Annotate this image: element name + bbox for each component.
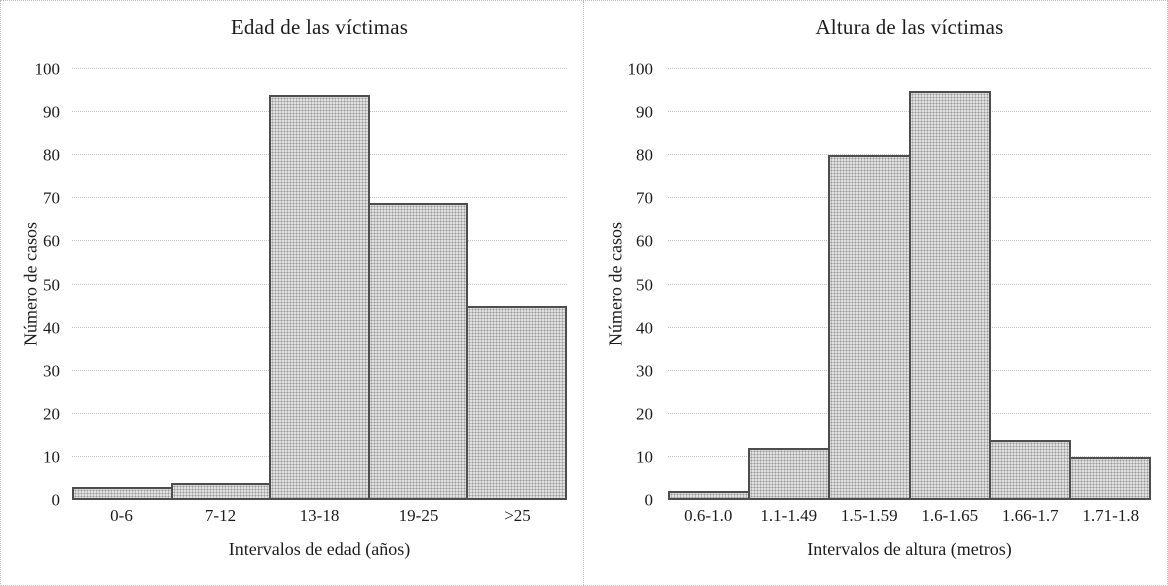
y-tick-label: 10 [636,447,653,467]
y-tick-label: 70 [43,188,60,208]
x-axis-tick-labels: 0.6-1.0 1.1-1.49 1.5-1.59 1.6-1.65 1.66-1.7 1… [668,506,1151,526]
y-tick-label: 90 [636,102,653,122]
y-tick-label: 30 [636,361,653,381]
x-tick-label: 13-18 [299,506,340,525]
y-tick-label: 100 [34,59,61,79]
chart-title: Edad de las víctimas [230,15,409,39]
y-tick-label: 80 [43,145,60,165]
y-tick-label: 70 [636,188,653,208]
y-tick-label: 20 [636,404,653,424]
x-tick-label: 19-25 [398,506,439,525]
x-axis-title: Intervalos de edad (años) [228,539,411,559]
bar-1.6-1.65 [908,90,991,500]
bar-19-25 [367,202,469,500]
y-tick-label: 0 [51,490,61,510]
x-axis-title: Intervalos de altura (metros) [807,539,1012,559]
chart-panel-altura: Altura de las víctimas Número de casos 0… [584,1,1167,585]
bars [72,69,567,500]
bar-1.66-1.7 [988,439,1071,500]
bar-1.5-1.59 [828,155,911,500]
plot-area [72,68,567,500]
x-tick-label: 1.5-1.59 [840,506,898,525]
y-tick-label: 20 [43,404,60,424]
y-tick-label: 60 [43,231,60,251]
x-tick-label: 0.6-1.0 [684,506,733,525]
y-tick-label: 50 [43,275,60,294]
y-tick-label: 50 [636,275,653,294]
x-tick-label: 0-6 [110,506,133,525]
y-tick-label: 0 [644,490,654,510]
x-tick-label: 1.71-1.8 [1082,506,1140,525]
y-tick-label: 80 [636,145,653,165]
bar-0-6 [72,487,173,500]
bar-1.71-1.8 [1068,456,1152,500]
x-tick-label: 1.1-1.49 [760,506,818,525]
y-tick-label: 60 [636,231,653,251]
x-tick-label: 1.6-1.65 [921,506,979,525]
y-tick-label: 40 [636,318,653,338]
bar-7-12 [170,482,272,500]
bar-0.6-1.0 [668,491,751,500]
y-tick-label: 30 [43,361,60,381]
x-tick-label: 7-12 [204,506,237,525]
x-tick-label: 1.66-1.7 [1001,506,1059,525]
chart-panel-edad: Edad de las víctimas Número de casos 0 10… [1,1,584,585]
x-tick-label: >25 [504,506,531,525]
y-tick-label: 40 [43,318,60,338]
gridline [668,68,1151,69]
y-axis-tick-labels: 0 10 20 30 40 50 60 70 80 90 100 [584,61,654,509]
y-tick-label: 100 [627,59,654,79]
bar-1.1-1.49 [748,448,831,500]
y-tick-label: 10 [43,447,60,467]
gridline [72,68,567,69]
bar-13-18 [269,94,370,500]
x-axis-tick-labels: 0-6 7-12 13-18 19-25 >25 [72,506,567,526]
bar->25 [466,306,567,500]
bars [668,69,1152,500]
y-tick-label: 90 [43,102,60,122]
chart-title: Altura de las víctimas [815,15,1004,39]
y-axis-tick-labels: 0 10 20 30 40 50 60 70 80 90 100 [1,61,61,509]
plot-area [668,68,1152,500]
